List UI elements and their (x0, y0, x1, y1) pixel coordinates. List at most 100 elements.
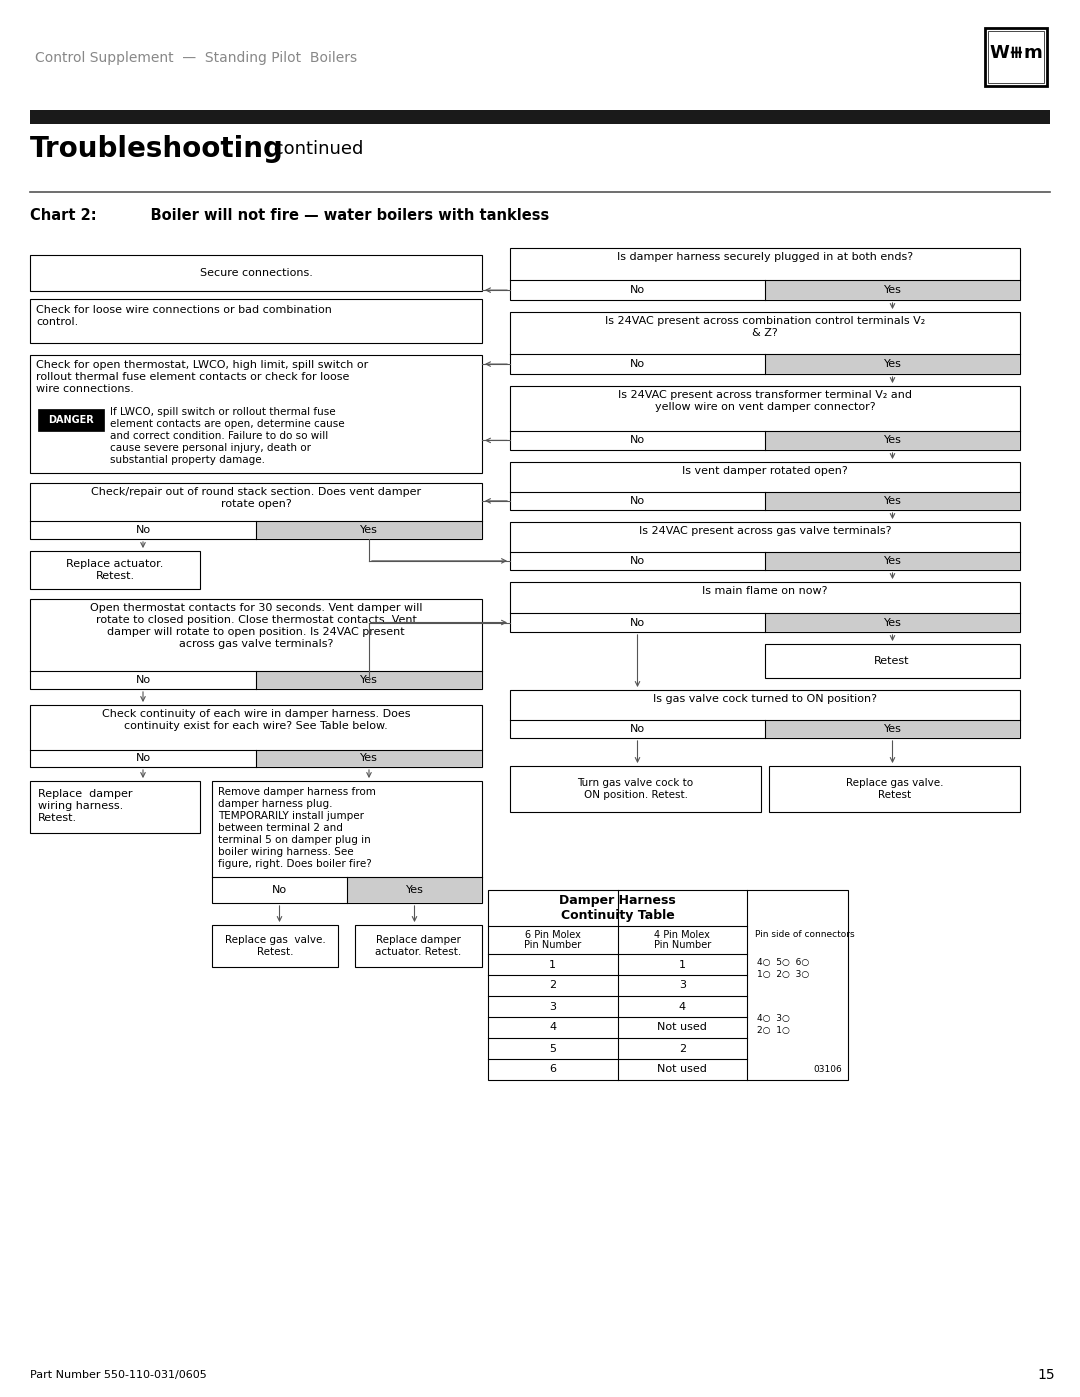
Text: Yes: Yes (406, 886, 423, 895)
Text: 15: 15 (1038, 1368, 1055, 1382)
Text: No: No (135, 753, 150, 763)
Bar (510, 249, 1020, 300)
Text: Not used: Not used (658, 1023, 707, 1032)
Bar (30, 355, 482, 474)
Bar (30, 483, 482, 539)
Text: W⧻m: W⧻m (989, 43, 1043, 61)
Text: Remove damper harness from
damper harness plug.
TEMPORARILY install jumper
betwe: Remove damper harness from damper harnes… (218, 787, 376, 869)
Text: No: No (630, 617, 645, 627)
Bar (30, 781, 200, 833)
Text: 5: 5 (550, 1044, 556, 1053)
Text: Yes: Yes (883, 556, 902, 566)
Text: No: No (630, 556, 645, 566)
Text: Replace actuator.
Retest.: Replace actuator. Retest. (66, 559, 164, 581)
Text: Open thermostat contacts for 30 seconds. Vent damper will
rotate to closed posit: Open thermostat contacts for 30 seconds.… (90, 604, 422, 650)
Text: 4○  3○
2○  1○: 4○ 3○ 2○ 1○ (757, 1014, 791, 1035)
Text: Yes: Yes (883, 496, 902, 506)
Text: 4: 4 (550, 1023, 556, 1032)
Text: continued: continued (268, 140, 363, 158)
Bar (765, 719, 1020, 738)
Bar (765, 613, 1020, 631)
Text: If LWCO, spill switch or rollout thermal fuse
element contacts are open, determi: If LWCO, spill switch or rollout thermal… (110, 407, 345, 465)
Text: Retest: Retest (874, 657, 909, 666)
Text: Is 24VAC present across transformer terminal V₂ and
yellow wire on vent damper c: Is 24VAC present across transformer term… (618, 390, 912, 412)
Text: No: No (630, 724, 645, 733)
Bar (765, 644, 1020, 678)
Bar (30, 550, 200, 590)
Text: Yes: Yes (360, 675, 378, 685)
Text: Yes: Yes (883, 285, 902, 295)
Bar (256, 521, 482, 539)
Text: Replace gas  valve.
Retest.: Replace gas valve. Retest. (225, 935, 325, 957)
Bar (985, 28, 1047, 87)
Text: Is 24VAC present across combination control terminals V₂
& Z?: Is 24VAC present across combination cont… (605, 316, 926, 338)
Bar (510, 522, 1020, 570)
Text: Check for open thermostat, LWCO, high limit, spill switch or
rollout thermal fus: Check for open thermostat, LWCO, high li… (36, 360, 368, 394)
Text: Yes: Yes (883, 436, 902, 446)
Bar (769, 766, 1020, 812)
Bar (30, 299, 482, 344)
Bar (765, 281, 1020, 300)
Bar (30, 256, 482, 291)
Text: 03106: 03106 (813, 1065, 842, 1074)
Text: Replace damper
actuator. Retest.: Replace damper actuator. Retest. (376, 935, 461, 957)
Text: Not used: Not used (658, 1065, 707, 1074)
Text: No: No (630, 285, 645, 295)
Text: Yes: Yes (360, 525, 378, 535)
Text: Troubleshooting: Troubleshooting (30, 136, 284, 163)
Bar (510, 386, 1020, 450)
Bar (256, 671, 482, 689)
Bar (510, 766, 761, 812)
Bar (988, 31, 1044, 82)
Text: Yes: Yes (883, 617, 902, 627)
Text: Check/repair out of round stack section. Does vent damper
rotate open?: Check/repair out of round stack section.… (91, 488, 421, 509)
Text: 6 Pin Molex
Pin Number: 6 Pin Molex Pin Number (524, 929, 581, 950)
Bar (510, 583, 1020, 631)
Text: No: No (630, 359, 645, 369)
Bar (256, 750, 482, 767)
Text: No: No (135, 525, 150, 535)
Text: 3: 3 (679, 981, 686, 990)
Text: Check for loose wire connections or bad combination
control.: Check for loose wire connections or bad … (36, 305, 332, 327)
Text: Boiler will not fire — water boilers with tankless: Boiler will not fire — water boilers wit… (130, 208, 550, 224)
Bar (765, 355, 1020, 374)
Text: Is main flame on now?: Is main flame on now? (702, 585, 827, 597)
Text: DANGER: DANGER (49, 415, 94, 425)
Text: 6: 6 (550, 1065, 556, 1074)
Bar (212, 925, 338, 967)
Text: No: No (272, 886, 287, 895)
Text: 2: 2 (550, 981, 556, 990)
Text: Is damper harness securely plugged in at both ends?: Is damper harness securely plugged in at… (617, 251, 913, 263)
Text: Check continuity of each wire in damper harness. Does
continuity exist for each : Check continuity of each wire in damper … (102, 710, 410, 731)
Text: 2: 2 (679, 1044, 686, 1053)
Bar (510, 462, 1020, 510)
Bar (765, 552, 1020, 570)
Text: Damper Harness
Continuity Table: Damper Harness Continuity Table (559, 894, 676, 922)
Bar (30, 110, 1050, 124)
Bar (30, 705, 482, 767)
Text: Is vent damper rotated open?: Is vent damper rotated open? (683, 467, 848, 476)
Text: 4 Pin Molex
Pin Number: 4 Pin Molex Pin Number (653, 929, 711, 950)
Bar (765, 430, 1020, 450)
Text: Turn gas valve cock to
ON position. Retest.: Turn gas valve cock to ON position. Rete… (578, 778, 693, 800)
Text: Pin side of connectors: Pin side of connectors (755, 930, 855, 939)
Bar (212, 781, 482, 902)
Text: Is gas valve cock turned to ON position?: Is gas valve cock turned to ON position? (653, 694, 877, 704)
Text: No: No (630, 436, 645, 446)
Text: No: No (630, 496, 645, 506)
Text: Yes: Yes (883, 359, 902, 369)
Text: 1: 1 (550, 960, 556, 970)
Bar (30, 599, 482, 689)
Text: Secure connections.: Secure connections. (200, 268, 312, 278)
Text: 1: 1 (679, 960, 686, 970)
Bar (765, 492, 1020, 510)
Text: Replace  damper
wiring harness.
Retest.: Replace damper wiring harness. Retest. (38, 789, 133, 823)
Bar (38, 409, 104, 432)
Bar (510, 312, 1020, 374)
Bar (510, 690, 1020, 738)
Text: Part Number 550-110-031/0605: Part Number 550-110-031/0605 (30, 1370, 206, 1380)
Text: Replace gas valve.
Retest: Replace gas valve. Retest (846, 778, 943, 800)
Text: Control Supplement  —  Standing Pilot  Boilers: Control Supplement — Standing Pilot Boil… (35, 52, 357, 66)
Text: 3: 3 (550, 1002, 556, 1011)
Text: Chart 2:: Chart 2: (30, 208, 96, 224)
